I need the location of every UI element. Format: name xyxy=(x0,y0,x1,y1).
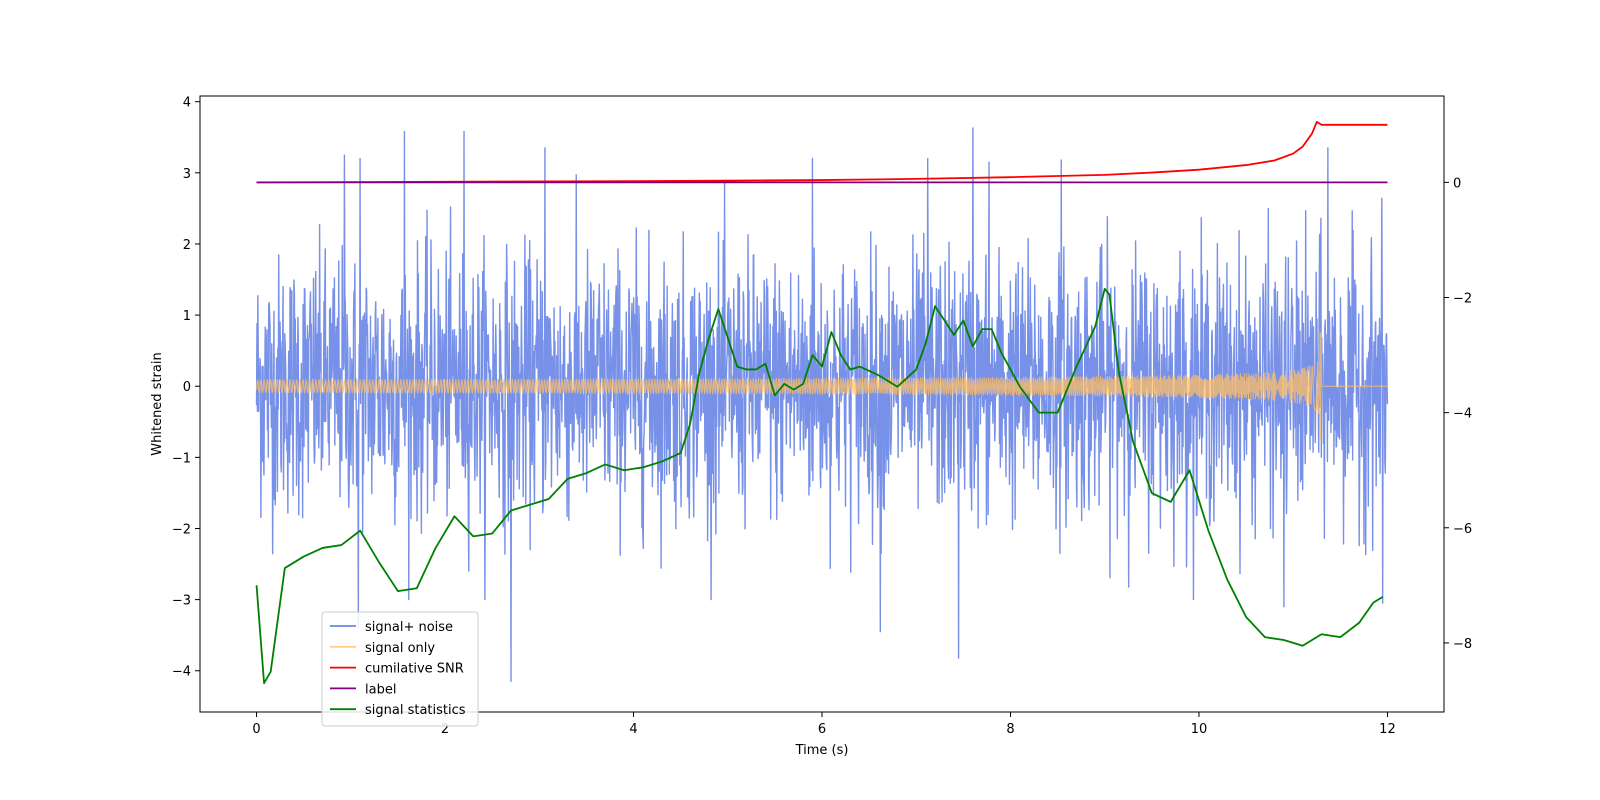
legend: signal+ noise signal only cumilative SNR la… xyxy=(321,611,479,727)
x-tick-label: 12 xyxy=(1379,722,1396,737)
legend-entry: cumilative SNR xyxy=(365,662,464,677)
y-tick-label: −2 xyxy=(172,522,191,537)
y-tick-label: −4 xyxy=(172,665,191,680)
y2-tick-label: −4 xyxy=(1453,407,1472,422)
legend-box xyxy=(321,611,479,727)
x-tick-label: 2 xyxy=(441,722,449,737)
legend-entry: signal only xyxy=(365,641,435,656)
y2-tick-label: −2 xyxy=(1453,291,1472,306)
y-axis-left: −4 −3 −2 −1 0 1 2 3 4 xyxy=(172,96,200,680)
series-line-signal-only xyxy=(255,332,1388,441)
y-axis-label: Whitened strain xyxy=(150,352,165,455)
x-tick-label: 6 xyxy=(818,722,826,737)
legend-entry: signal+ noise xyxy=(365,620,453,635)
y-tick-label: 2 xyxy=(183,238,191,253)
series-line-signal-noise xyxy=(255,127,1389,683)
y2-tick-label: 0 xyxy=(1453,176,1461,191)
legend-entry: signal statistics xyxy=(365,703,466,718)
y-tick-label: −1 xyxy=(172,451,191,466)
legend-entry: label xyxy=(365,682,396,697)
x-tick-label: 4 xyxy=(629,722,637,737)
series-layer xyxy=(255,121,1389,685)
x-tick-label: 10 xyxy=(1191,722,1208,737)
y2-tick-label: −8 xyxy=(1453,637,1472,652)
x-tick-label: 0 xyxy=(252,722,260,737)
y-tick-label: 1 xyxy=(183,309,191,324)
y-axis-right: −8 −6 −4 −2 0 xyxy=(1444,176,1472,652)
series-line-signal-statistics xyxy=(255,287,1384,685)
x-tick-label: 8 xyxy=(1006,722,1014,737)
y-tick-label: 3 xyxy=(183,167,191,182)
y-tick-label: 0 xyxy=(183,380,191,395)
x-axis-label: Time (s) xyxy=(795,743,849,758)
y2-tick-label: −6 xyxy=(1453,522,1472,537)
y-tick-label: 4 xyxy=(183,96,191,111)
y-tick-label: −3 xyxy=(172,594,191,609)
series-line-cumilative-snr xyxy=(256,121,1388,184)
